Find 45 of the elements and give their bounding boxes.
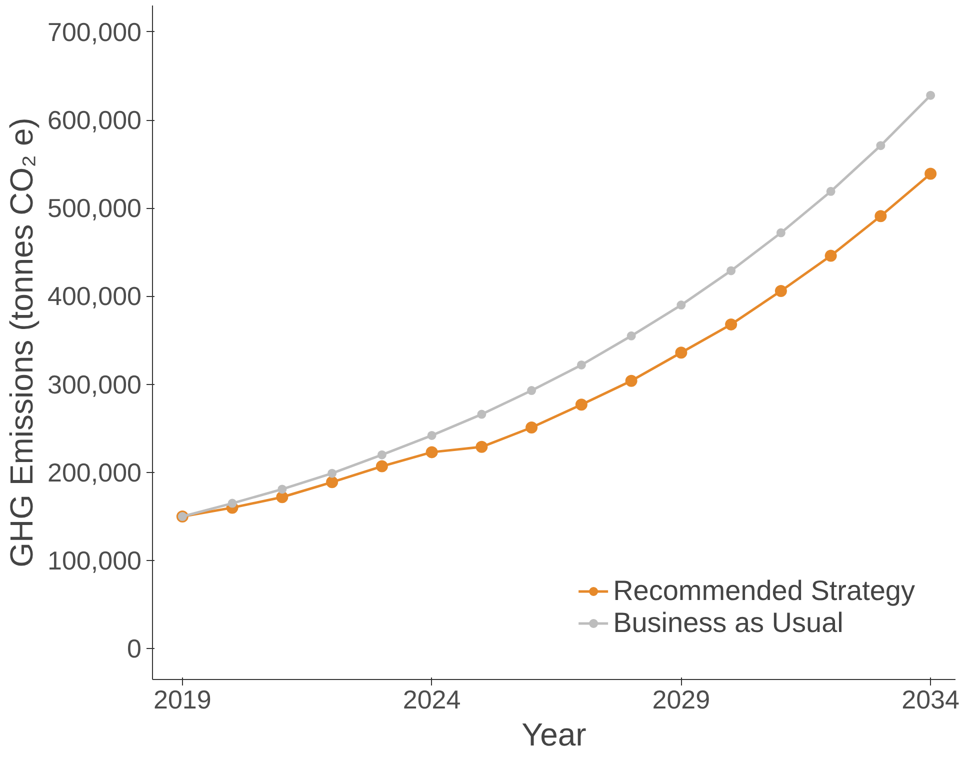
point [726, 266, 736, 276]
x-tick-label: 2029 [652, 684, 710, 714]
point [874, 210, 887, 222]
point [826, 186, 836, 196]
point [776, 228, 786, 238]
point [576, 360, 586, 370]
y-tick-label: 200,000 [48, 457, 142, 488]
point [328, 468, 337, 478]
y-tick-label: 500,000 [48, 193, 142, 224]
x-tick-label: 2019 [154, 684, 212, 714]
point [676, 300, 686, 310]
point [228, 498, 237, 508]
point [876, 141, 886, 150]
point [527, 386, 536, 396]
y-tick-label: 600,000 [48, 105, 142, 136]
y-tick-label: 400,000 [48, 281, 142, 312]
point [426, 446, 438, 458]
y-tick-label: 0 [127, 634, 142, 664]
y-tick-label: 300,000 [48, 369, 142, 400]
y-tick-label: 700,000 [48, 16, 142, 47]
point [626, 331, 636, 340]
point [725, 318, 738, 330]
point [926, 90, 936, 100]
y-tick-label: 100,000 [48, 546, 142, 576]
legend-label: Business as Usual [613, 607, 844, 639]
point [924, 168, 937, 180]
x-tick-label: 2034 [902, 684, 960, 714]
point [476, 440, 488, 453]
point [774, 284, 787, 297]
point [278, 484, 287, 494]
y-axis-title: GHG Emissions (tonnes CO₂ e) [4, 118, 40, 568]
x-tick-label: 2024 [402, 684, 461, 714]
point [575, 398, 588, 411]
x-axis-title: Year [522, 716, 587, 752]
legend-label: Recommended Strategy [613, 575, 915, 607]
point [526, 422, 538, 434]
point [427, 430, 436, 440]
point [376, 460, 388, 472]
point [326, 476, 338, 488]
point [675, 346, 688, 359]
point [824, 250, 837, 262]
point [625, 374, 638, 387]
point [276, 491, 288, 504]
point [377, 450, 386, 460]
point [477, 410, 486, 419]
